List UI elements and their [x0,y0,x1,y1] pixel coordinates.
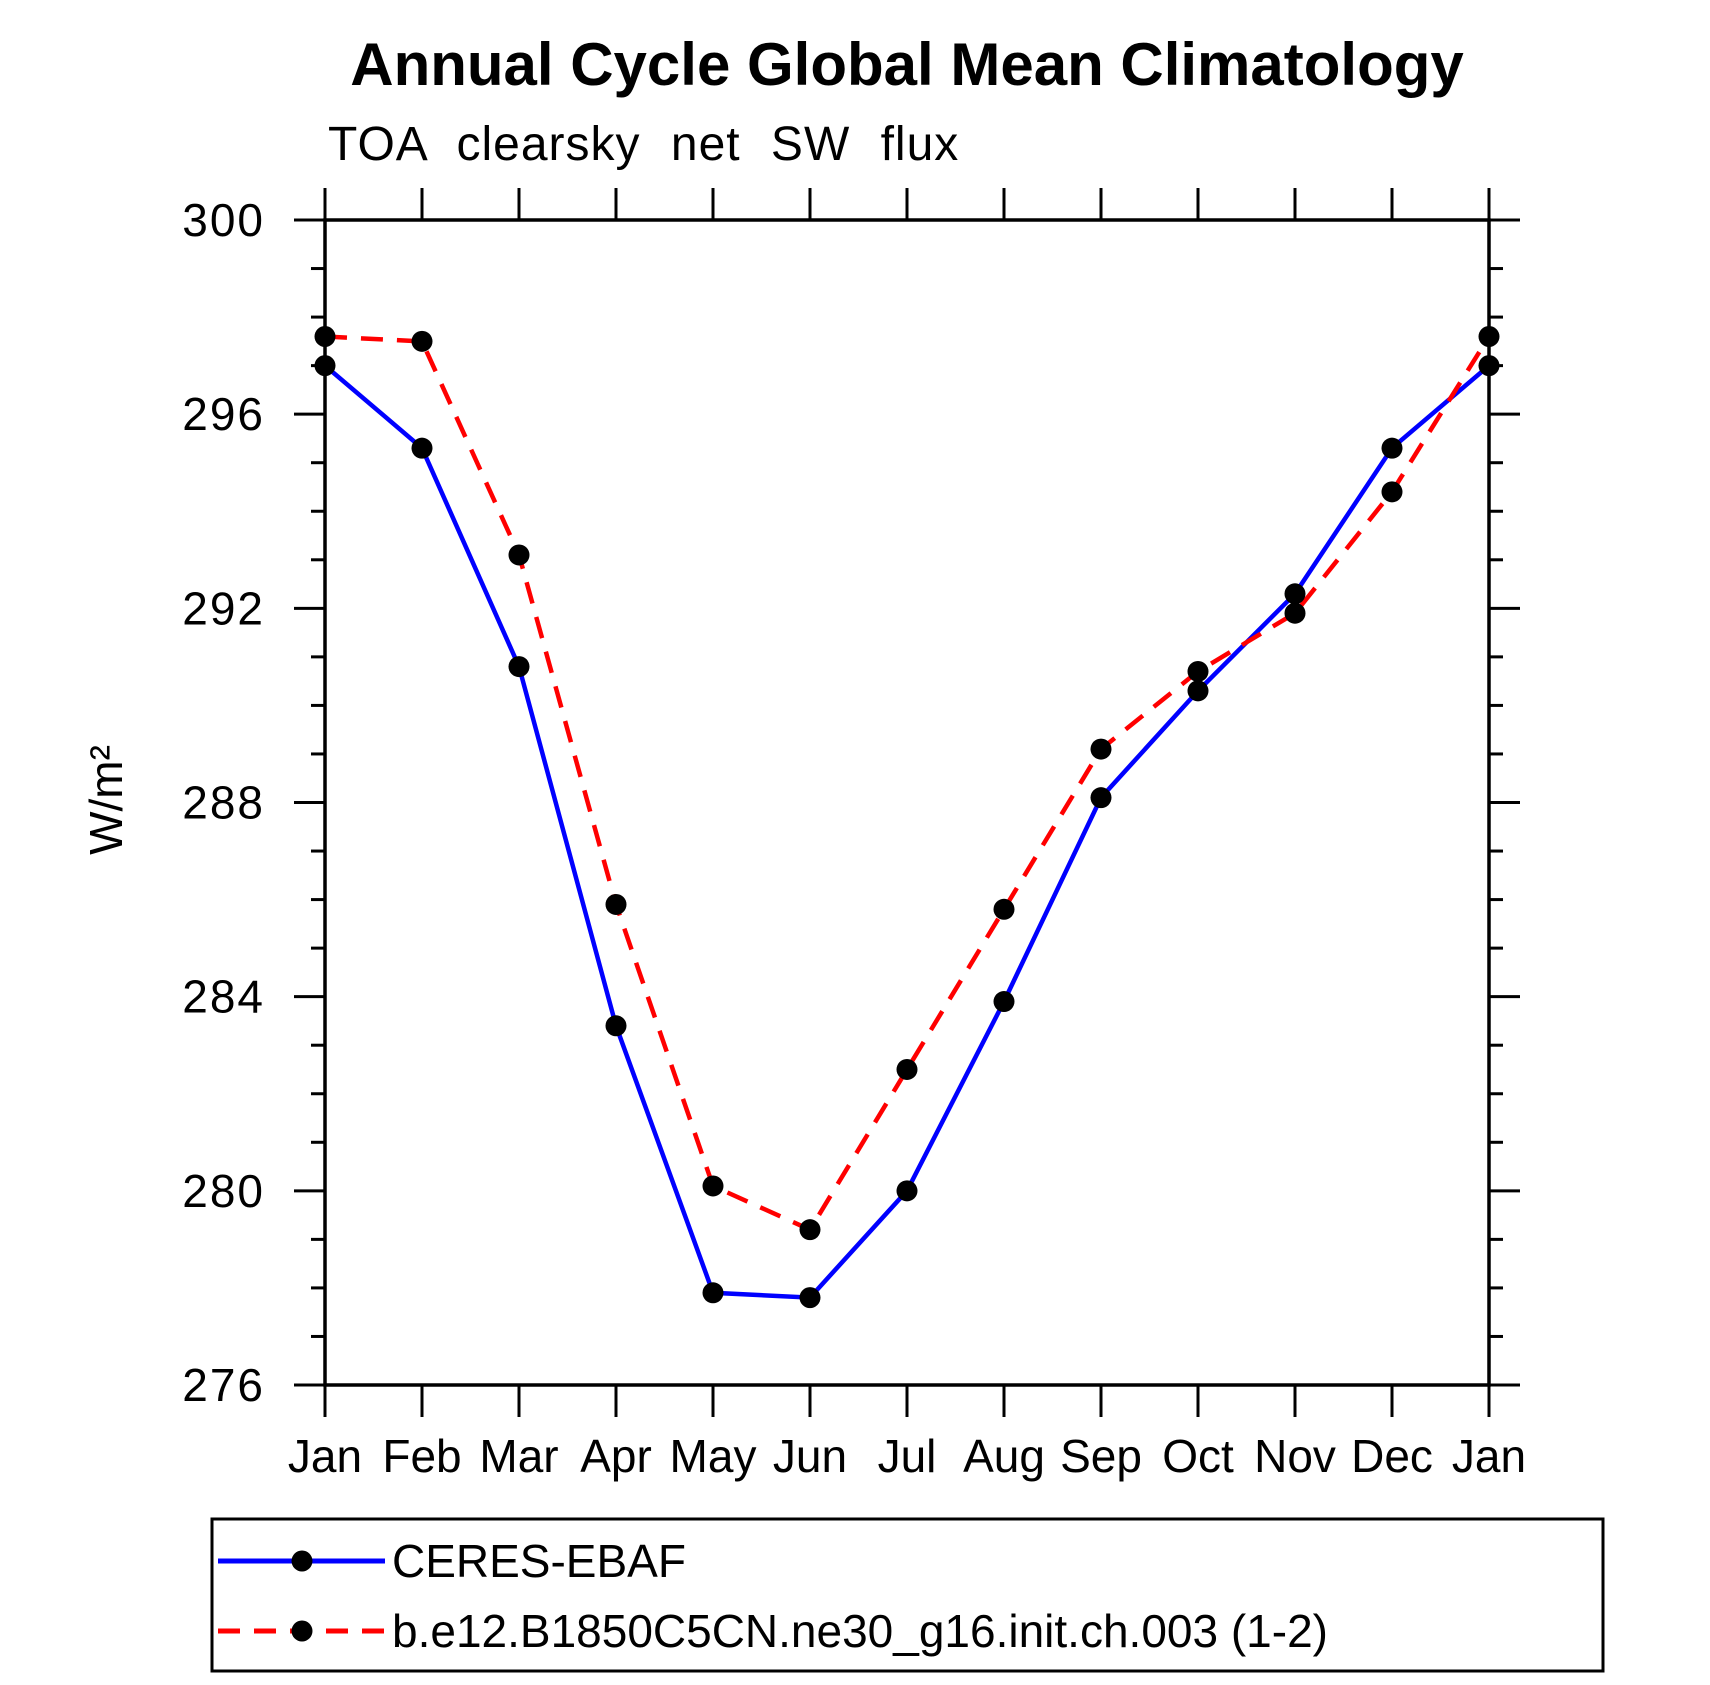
series-1-marker [993,898,1015,920]
y-tick-label: 284 [182,971,265,1023]
plot-area: 276 280 284 288 292 296 300 Jan Feb Mar Apr May Jun J… [182,188,1526,1482]
y-tick-label: 276 [182,1359,265,1411]
series-0-marker [411,437,433,459]
x-tick-label: Jan [288,1430,362,1482]
series-1-marker [411,330,433,352]
series-0-marker [1478,355,1500,377]
y-tick-label: 296 [182,388,265,440]
x-tick-label: Dec [1351,1430,1433,1482]
x-tick-label: Aug [963,1430,1045,1482]
legend-box [210,1517,1605,1673]
legend-marker-obs [291,1550,313,1572]
series-0-marker [1187,680,1209,702]
series-0-marker [605,1015,627,1037]
legend-label-obs: CERES-EBAF [392,1535,686,1587]
series-1-marker [1284,602,1306,624]
plot-frame [323,218,1491,1387]
series-0-marker [508,656,530,678]
x-tick-label: Jan [1452,1430,1526,1482]
x-tick-label: Nov [1254,1430,1336,1482]
series-1-marker [896,1058,918,1080]
series-0-marker [799,1287,821,1309]
series-1-marker [799,1219,821,1241]
series-1-marker [314,326,336,347]
x-tick-label: Feb [382,1430,461,1482]
y-axis-label: W/m² [80,745,132,855]
y-tick-label: 280 [182,1165,265,1217]
series-0-marker [993,991,1015,1013]
series-0-marker [1381,437,1403,459]
y-tick-label: 300 [182,194,265,246]
series-1-marker [1381,481,1403,503]
chart-subtitle: TOA clearsky net SW flux [328,118,959,171]
series-line-1 [324,334,1491,1233]
series-0-marker [314,355,336,377]
chart-title: Annual Cycle Global Mean Climatology [350,31,1464,98]
series-1-marker [1090,738,1112,760]
series-0-marker [1090,787,1112,809]
x-tick-label: Jun [773,1430,847,1482]
series-0-marker [702,1282,724,1304]
y-tick-label: 288 [182,777,265,829]
series-1-marker [605,893,627,915]
x-tick-label: Sep [1060,1430,1142,1482]
legend-label-model: b.e12.B1850C5CN.ne30_g16.init.ch.003 (1-… [392,1605,1328,1657]
x-tick-label: Apr [580,1430,652,1482]
series-1-marker [1187,660,1209,682]
series-1-marker [508,544,530,566]
series-1-marker [1478,326,1500,347]
x-tick-label: Oct [1162,1430,1234,1482]
series-line-0 [323,363,1491,1300]
x-tick-label: Mar [479,1430,558,1482]
series-1-marker [702,1175,724,1197]
x-tick-label: May [670,1430,757,1482]
series-0-marker [896,1180,918,1202]
legend: CERES-EBAF b.e12.B1850C5CN.ne30_g16.init… [210,1517,1605,1673]
x-tick-label: Jul [878,1430,937,1482]
y-tick-label: 292 [182,582,265,634]
legend-marker-model [291,1620,313,1642]
series-0-marker [1284,583,1306,605]
